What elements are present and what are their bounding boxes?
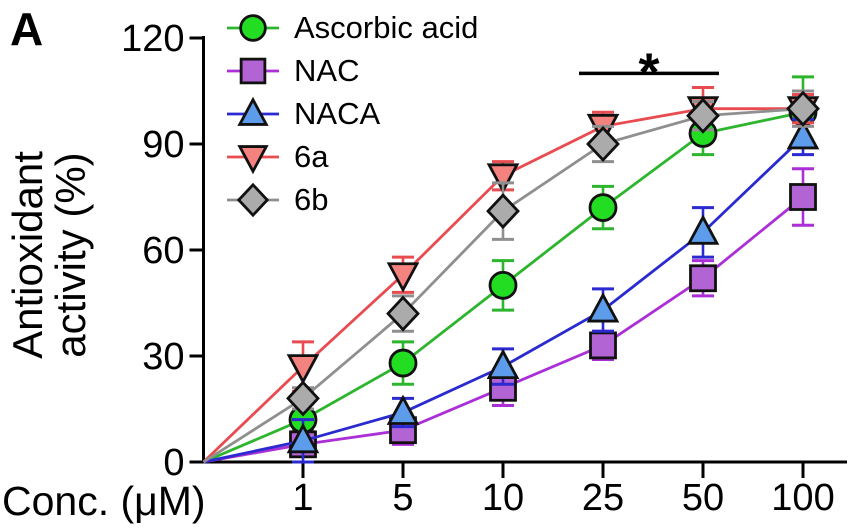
legend-marker-diamond-icon xyxy=(227,182,279,217)
marker-naca-50 xyxy=(686,214,720,245)
marker-naca-25 xyxy=(586,292,620,323)
legend-label: 6a xyxy=(294,138,329,174)
marker-6b-50 xyxy=(686,97,720,134)
legend-item-ascorbic-acid: Ascorbic acid xyxy=(226,6,478,49)
x-tick-label-1: 1 xyxy=(292,477,313,519)
legend-marker-shape xyxy=(239,13,267,42)
y-tick-label-90: 90 xyxy=(142,124,184,166)
marker-nac-100 xyxy=(789,183,817,211)
y-axis-label: Antioxidant activity (%) xyxy=(4,40,95,470)
marker-ascorbic-acid-25 xyxy=(588,193,618,223)
marker-6b-100 xyxy=(786,90,820,127)
marker-nac-10 xyxy=(489,373,517,402)
marker-ascorbic-acid-5 xyxy=(388,348,418,378)
y-tick-label-0: 0 xyxy=(163,442,184,484)
marker-naca-5 xyxy=(386,394,420,425)
legend-label: Ascorbic acid xyxy=(294,9,479,45)
legend-marker-shape xyxy=(237,96,269,126)
legend-label: NAC xyxy=(294,52,360,88)
legend-item-6b: 6b xyxy=(226,178,478,221)
legend-marker-shape xyxy=(239,57,267,84)
y-tick-label-120: 120 xyxy=(121,18,184,60)
x-tick-label-50: 50 xyxy=(682,477,724,519)
panel-label: A xyxy=(10,3,44,55)
marker-6b-25 xyxy=(586,125,620,163)
x-tick-label-25: 25 xyxy=(582,477,624,519)
legend-marker-circle-icon xyxy=(227,13,279,42)
legend-label: 6b xyxy=(294,181,329,217)
x-axis-title: Conc. (μM) xyxy=(2,478,206,524)
marker-6a-5 xyxy=(386,262,420,293)
x-tick-label-5: 5 xyxy=(392,477,413,519)
y-tick-label-60: 60 xyxy=(142,230,184,272)
marker-naca-1 xyxy=(286,422,320,454)
legend-item-nac: NAC xyxy=(226,49,478,92)
marker-nac-25 xyxy=(589,331,617,360)
marker-6b-10 xyxy=(486,193,520,230)
chart-legend: Ascorbic acid NAC NACA 6a 6b xyxy=(226,6,478,221)
legend-marker-triangle-up-icon xyxy=(227,96,279,126)
legend-marker-triangle-down-icon xyxy=(227,144,279,174)
legend-label: NACA xyxy=(294,95,381,131)
marker-6a-10 xyxy=(486,163,520,194)
legend-marker-shape xyxy=(237,144,269,174)
marker-nac-50 xyxy=(689,264,717,293)
marker-6b-5 xyxy=(386,295,420,332)
legend-item-6a: 6a xyxy=(226,135,478,178)
marker-6b-1 xyxy=(286,380,320,417)
legend-marker-shape xyxy=(236,182,270,217)
marker-naca-100 xyxy=(786,118,820,150)
marker-6a-1 xyxy=(286,354,320,385)
legend-marker-square-icon xyxy=(227,57,279,84)
y-axis-label-line2: activity (%) xyxy=(46,152,94,358)
legend-item-naca: NACA xyxy=(226,92,478,135)
marker-naca-10 xyxy=(486,348,520,380)
marker-ascorbic-acid-10 xyxy=(488,270,518,300)
series-6b xyxy=(202,89,820,464)
significance-asterisk: * xyxy=(638,42,659,102)
x-tick-label-100: 100 xyxy=(771,477,834,519)
y-axis-label-line1: Antioxidant xyxy=(4,151,51,359)
x-tick-label-10: 10 xyxy=(482,477,524,519)
y-tick-label-30: 30 xyxy=(142,336,184,378)
